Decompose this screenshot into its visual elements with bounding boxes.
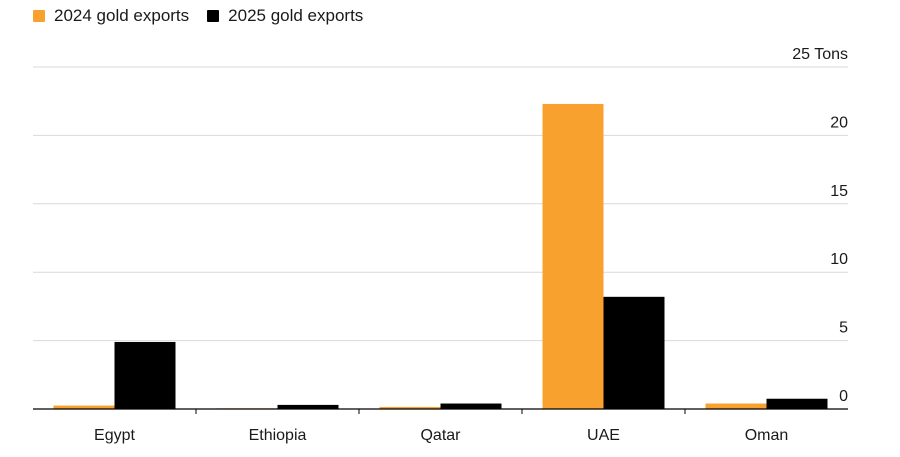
legend-item-2024: 2024 gold exports	[33, 6, 189, 26]
bar-oman-2025	[766, 398, 828, 409]
y-tick-label: 10	[830, 251, 848, 268]
legend-swatch-2024	[33, 10, 45, 22]
legend-item-2025: 2025 gold exports	[207, 6, 363, 26]
chart-legend: 2024 gold exports 2025 gold exports	[33, 6, 381, 26]
bar-ethiopia-2025	[277, 404, 339, 409]
legend-label-2025: 2025 gold exports	[228, 6, 364, 25]
y-tick-label: 0	[839, 388, 848, 405]
bar-uae-2024	[542, 103, 604, 409]
y-tick-label: 25 Tons	[792, 46, 848, 63]
bar-egypt-2025	[114, 341, 176, 409]
y-tick-label: 20	[830, 114, 848, 131]
bar-uae-2025	[603, 296, 665, 409]
bar-egypt-2024	[53, 405, 115, 409]
x-tick-label: Egypt	[94, 427, 135, 444]
y-tick-label: 15	[830, 183, 848, 200]
x-tick-label: Oman	[745, 427, 789, 444]
x-tick-label: Qatar	[420, 427, 461, 444]
x-tick-label: Ethiopia	[249, 427, 307, 444]
bar-oman-2024	[705, 403, 767, 409]
y-tick-label: 5	[839, 320, 848, 337]
legend-label-2024: 2024 gold exports	[54, 6, 190, 25]
bar-qatar-2025	[440, 403, 502, 409]
x-tick-label: UAE	[587, 427, 620, 444]
legend-swatch-2025	[207, 10, 220, 22]
bar-qatar-2024	[379, 406, 441, 409]
